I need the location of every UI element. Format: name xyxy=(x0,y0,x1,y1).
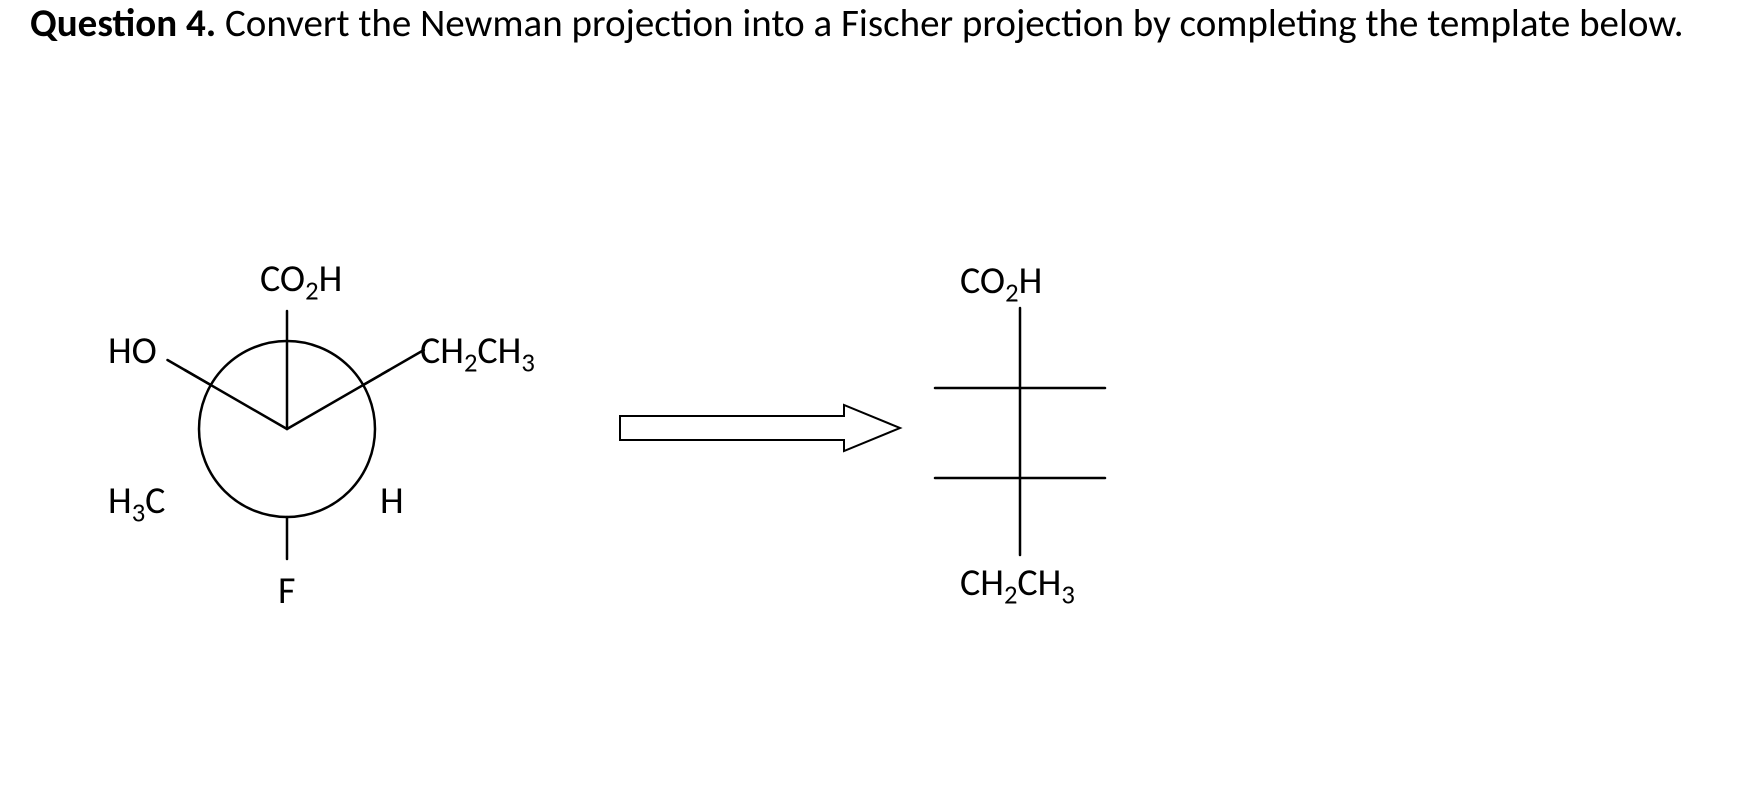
newman-lowerleft-label: H3C xyxy=(108,478,165,524)
newman-top-label: CO2H xyxy=(260,256,342,302)
page-root: Question 4. Convert the Newman projectio… xyxy=(0,0,1745,788)
fischer-bottom-label: CH2CH3 xyxy=(960,560,1075,606)
fischer-top-label: CO2H xyxy=(960,258,1042,304)
newman-upperright-label: CH2CH3 xyxy=(420,328,535,374)
newman-lowerright-label: H xyxy=(380,478,404,524)
diagram-svg xyxy=(0,0,1745,788)
newman-bottom-label: F xyxy=(278,568,295,614)
diagram-area: CO2H H3C H HO CH2CH3 F CO2H CH2CH3 xyxy=(0,250,1745,750)
newman-upperleft-label: HO xyxy=(108,328,157,374)
